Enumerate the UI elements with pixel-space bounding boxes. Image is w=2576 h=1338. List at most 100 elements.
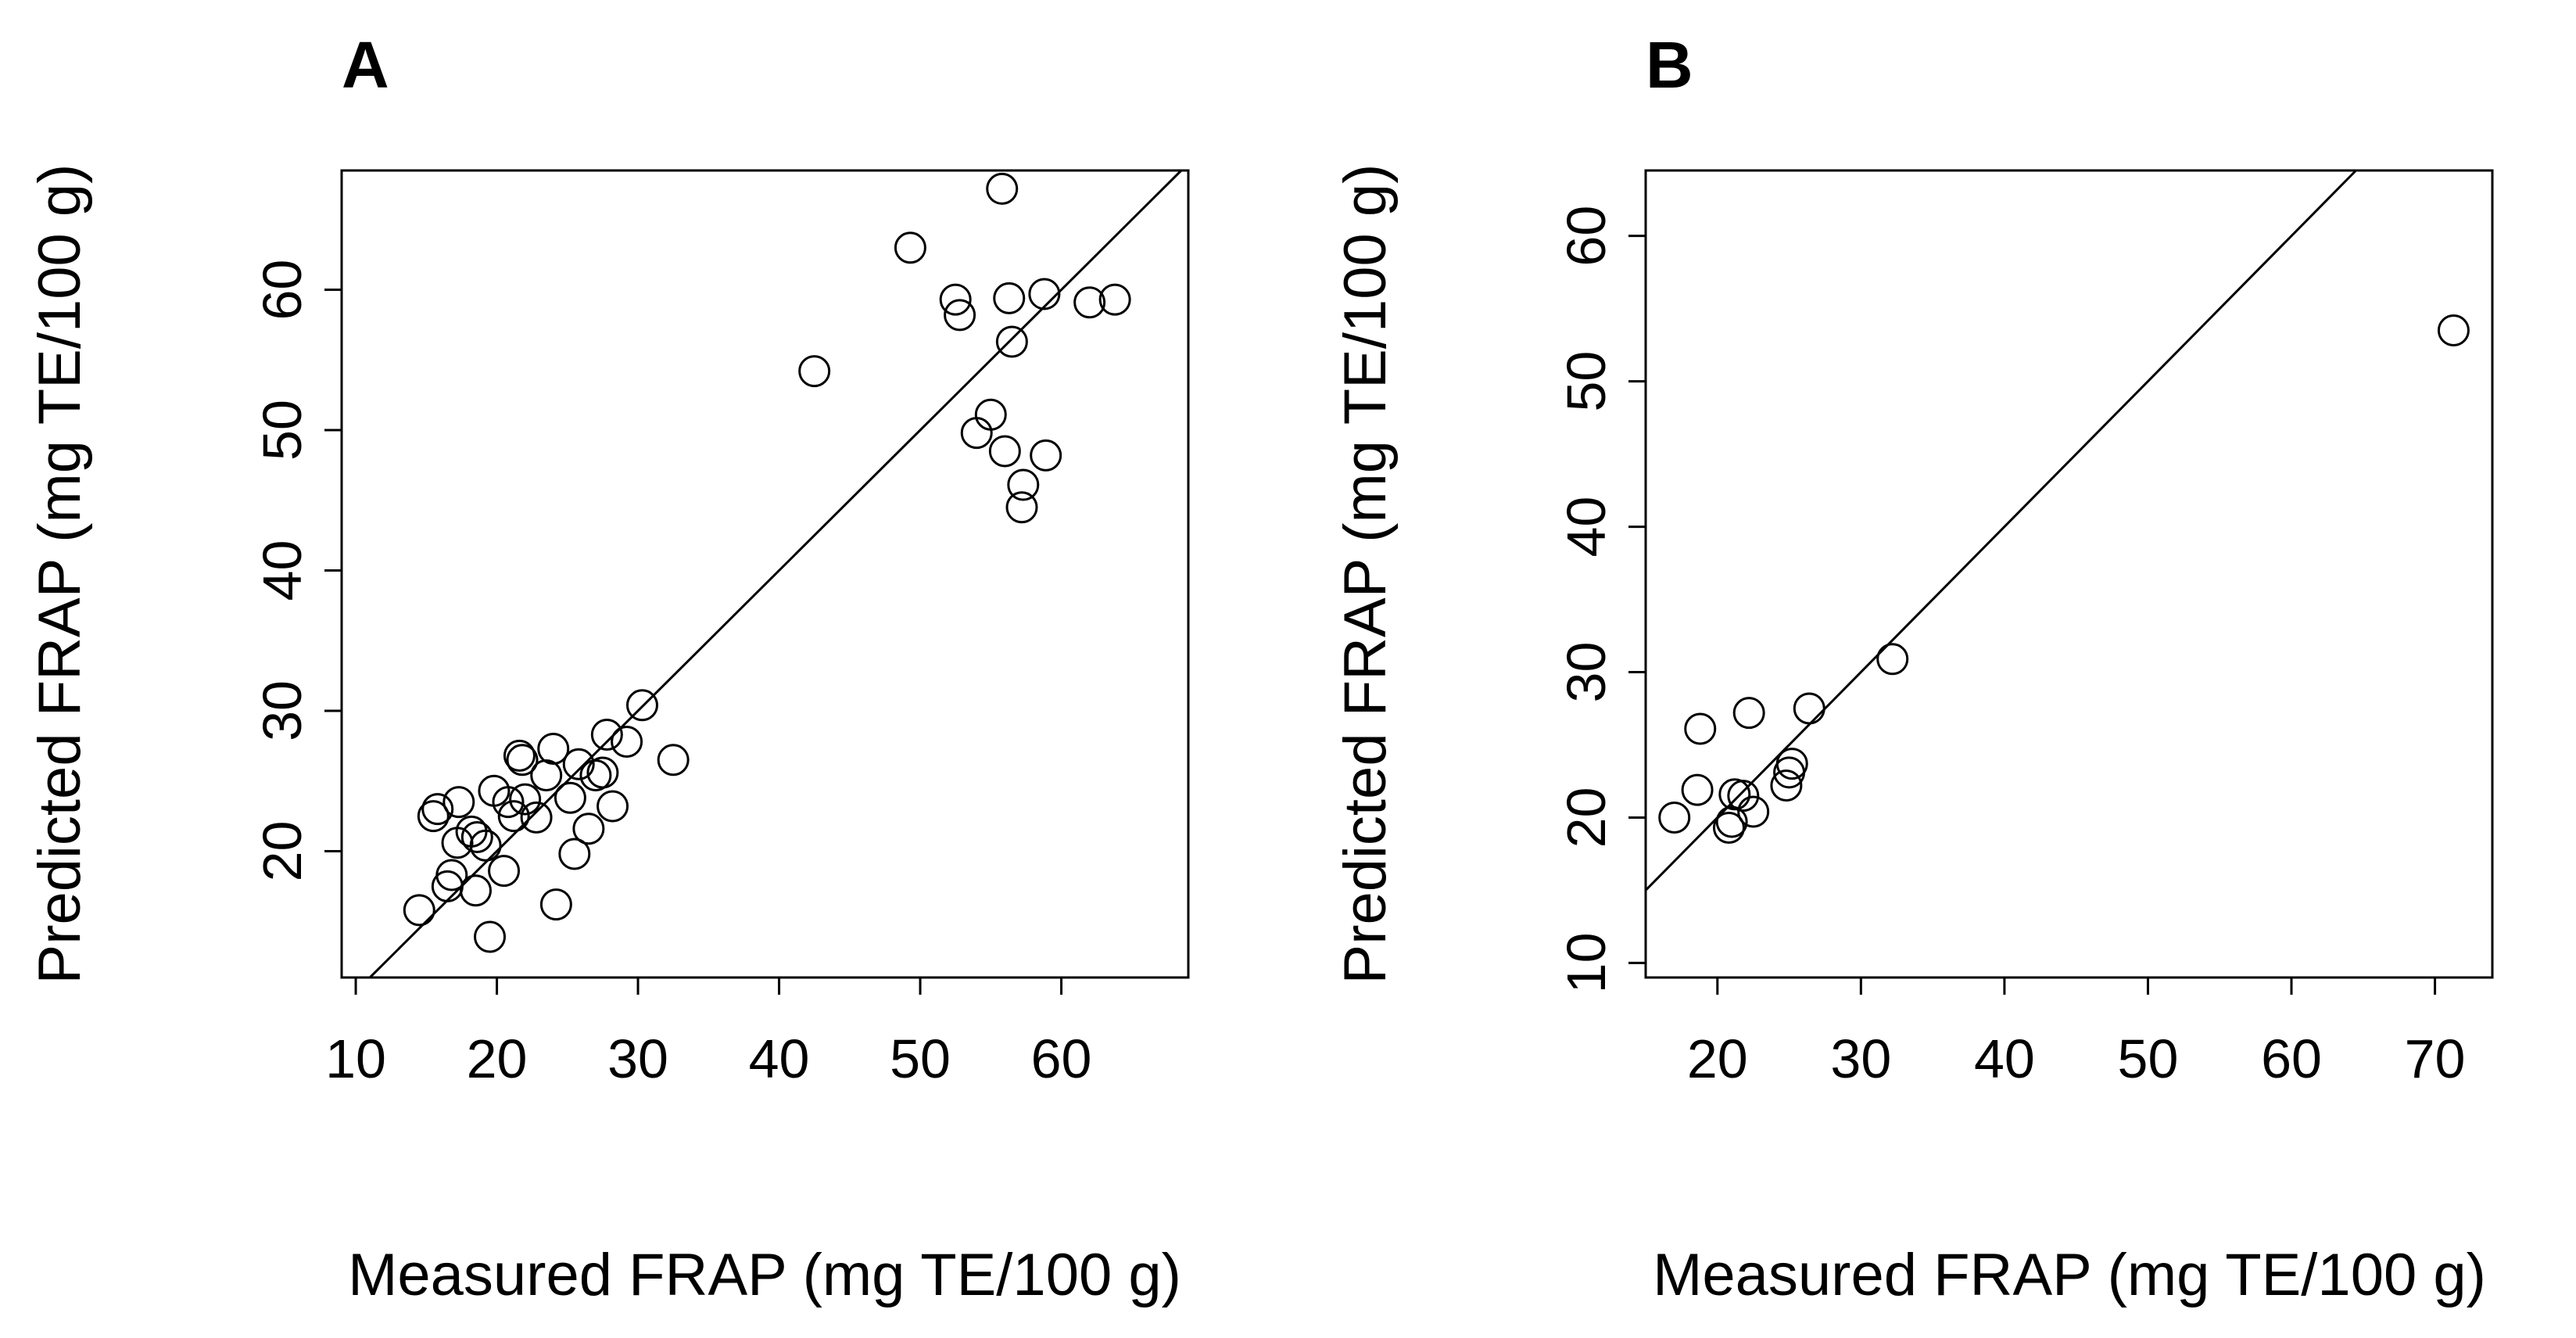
panel-b-data-point	[1681, 773, 1714, 806]
panel-b-plot-frame	[1644, 169, 2494, 979]
panel-b-points	[1658, 314, 2470, 844]
panel-a-x-tick-label: 40	[749, 1028, 810, 1089]
panel-a-data-point	[488, 855, 521, 888]
panel-a-y-ticks: 20 30 40 50 60	[252, 260, 342, 882]
panel-a-x-tick-label: 30	[607, 1028, 668, 1089]
panel-b-reference-line	[1644, 169, 2357, 891]
panel-a-data-point	[520, 801, 553, 834]
panel-a-data-point	[944, 299, 976, 332]
panel-b-x-tick-label: 60	[2261, 1028, 2322, 1089]
panel-a-data-point	[460, 821, 493, 854]
panel-b-data-point	[1712, 811, 1745, 844]
panel-b-x-tick-label: 20	[1687, 1028, 1748, 1089]
panel-a-data-point	[474, 920, 507, 953]
panel-a-data-point	[492, 786, 525, 819]
panel-b-data-point	[1770, 769, 1803, 802]
panel-b-data-point	[1727, 780, 1760, 812]
panel-b-data-point	[1793, 692, 1825, 725]
panel-b-x-tick-label: 30	[1830, 1028, 1891, 1089]
panel-b-reference-line-group	[1644, 169, 2357, 891]
panel-a: A 10 20 30 40 50 60 20 30 40 50 60 Measured FRAP …	[27, 28, 1190, 1308]
panel-a-data-point	[1028, 278, 1061, 310]
panel-a-data-point	[558, 838, 591, 870]
panel-a-points	[403, 172, 1131, 953]
panel-a-x-tick-label: 10	[325, 1028, 386, 1089]
panel-b-data-point	[2437, 314, 2470, 347]
panel-a-data-point	[459, 874, 492, 907]
panel-a-data-point	[798, 355, 831, 388]
panel-a-data-point	[497, 800, 530, 833]
panel-a-data-point	[509, 783, 542, 816]
panel-b-y-ticks: 10 20 30 40 50 60	[1556, 206, 1646, 993]
panel-b-data-point	[1715, 805, 1748, 838]
panel-b-x-tick-label: 50	[2118, 1028, 2179, 1089]
panel-b-data-point	[1732, 697, 1765, 730]
panel-a-data-point	[597, 790, 629, 823]
panel-b-data-point	[1775, 748, 1808, 780]
panel-a-data-point	[894, 231, 926, 264]
panel-b-data-point	[1658, 801, 1691, 834]
panel-a-data-point	[537, 732, 570, 765]
panel-a-data-point	[403, 894, 435, 927]
panel-a-data-point	[554, 781, 586, 814]
panel-a-x-tick-label: 50	[890, 1028, 951, 1089]
panel-a-y-axis-title: Predicted FRAP (mg TE/100 g)	[27, 164, 93, 985]
panel-a-data-point	[442, 786, 475, 819]
panel-b-data-point	[1737, 795, 1770, 828]
panel-b: B 20 30 40 50 60 70 10 20 30 40 50 60 Measured FRA…	[1332, 28, 2494, 1308]
panel-a-reference-line	[369, 169, 1183, 979]
panel-b-letter: B	[1646, 28, 1693, 102]
panel-b-y-tick-label: 30	[1556, 642, 1617, 703]
panel-a-reference-line-group	[369, 169, 1183, 979]
panel-a-data-point	[995, 325, 1028, 358]
panel-a-data-point	[993, 282, 1026, 314]
panel-a-data-point	[960, 417, 993, 450]
panel-a-data-point	[586, 756, 619, 789]
panel-b-x-axis-title: Measured FRAP (mg TE/100 g)	[1653, 1242, 2486, 1308]
panel-b-x-tick-label: 40	[1974, 1028, 2035, 1089]
panel-a-y-tick-label: 50	[252, 400, 313, 461]
panel-b-y-tick-label: 60	[1556, 206, 1617, 267]
panel-a-y-tick-label: 40	[252, 540, 313, 601]
panel-a-data-point	[974, 398, 1007, 431]
panel-b-x-tick-label: 70	[2405, 1028, 2466, 1089]
panel-a-x-axis-title: Measured FRAP (mg TE/100 g)	[348, 1242, 1181, 1308]
panel-a-data-point	[539, 888, 572, 921]
panel-a-data-point	[939, 283, 972, 316]
panel-b-x-ticks: 20 30 40 50 60 70	[1687, 977, 2466, 1089]
panel-a-data-point	[1073, 286, 1106, 319]
panel-a-data-point	[1098, 283, 1131, 316]
panel-a-data-point	[625, 689, 658, 722]
panel-b-y-tick-label: 20	[1556, 787, 1617, 848]
panel-a-data-point	[506, 744, 539, 777]
panel-a-data-point	[1030, 439, 1062, 472]
panel-a-data-point	[1005, 491, 1038, 524]
panel-a-plot-frame	[340, 169, 1190, 979]
panel-a-data-point	[1007, 468, 1040, 501]
panel-b-y-tick-label: 10	[1556, 932, 1617, 993]
panel-b-y-axis-title: Predicted FRAP (mg TE/100 g)	[1332, 164, 1399, 985]
panel-a-x-tick-label: 20	[467, 1028, 528, 1089]
panel-a-data-point	[572, 812, 605, 845]
panel-a-data-point	[417, 800, 450, 833]
panel-a-y-tick-label: 20	[252, 821, 313, 882]
panel-a-data-point	[657, 744, 690, 777]
panel-a-data-point	[988, 435, 1021, 468]
panel-a-x-ticks: 10 20 30 40 50 60	[325, 977, 1091, 1089]
panel-a-data-point	[611, 725, 643, 758]
panel-a-data-point	[435, 859, 468, 891]
panel-b-y-tick-label: 50	[1556, 351, 1617, 412]
panel-a-data-point	[590, 719, 623, 752]
panel-a-data-point	[986, 172, 1019, 205]
panel-b-data-point	[1684, 712, 1717, 745]
panel-a-data-point	[530, 759, 563, 792]
panel-a-x-tick-label: 60	[1031, 1028, 1092, 1089]
panel-a-letter: A	[342, 28, 389, 102]
panel-a-data-point	[503, 739, 536, 772]
panel-a-y-tick-label: 60	[252, 260, 313, 321]
panel-a-data-point	[562, 748, 595, 780]
panel-a-data-point	[469, 829, 502, 862]
panel-b-y-tick-label: 40	[1556, 497, 1617, 558]
panel-a-y-tick-label: 30	[252, 680, 313, 741]
